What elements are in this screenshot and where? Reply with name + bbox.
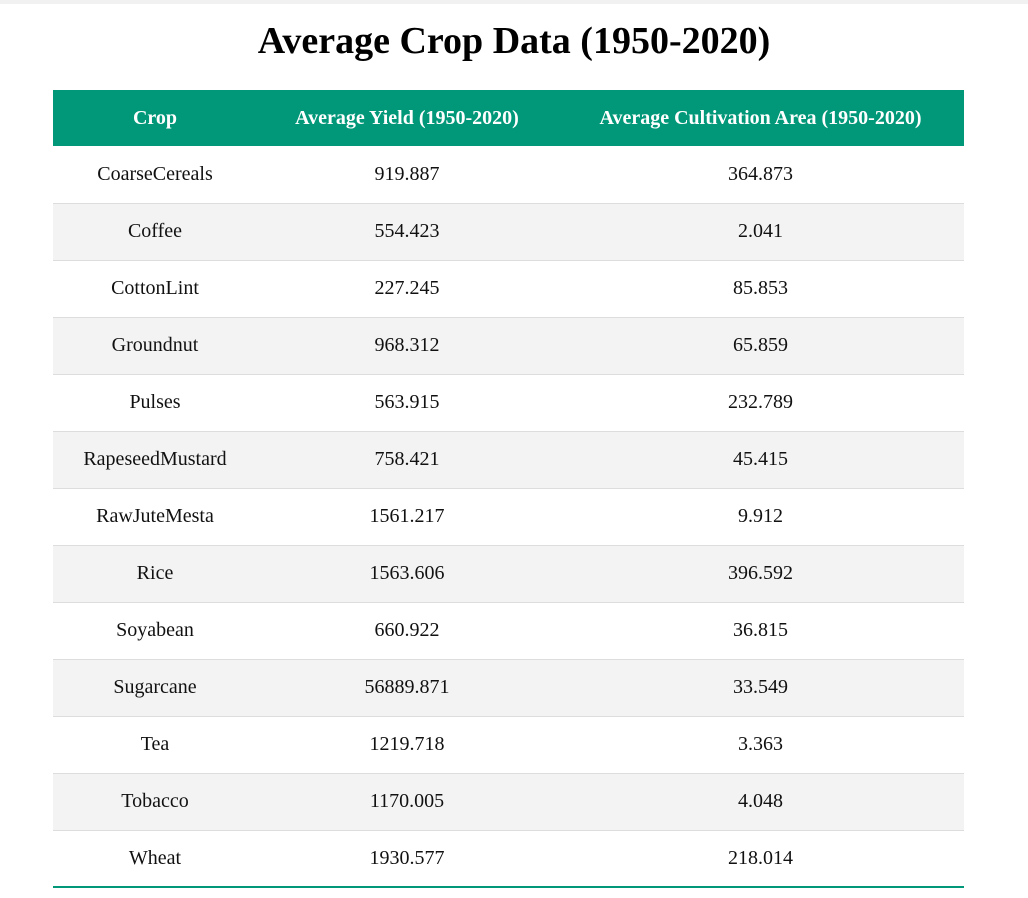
table-row: RawJuteMesta 1561.217 9.912 — [53, 488, 964, 545]
table-row: Tobacco 1170.005 4.048 — [53, 773, 964, 830]
table-body: CoarseCereals 919.887 364.873 Coffee 554.423… — [53, 146, 964, 887]
table-row: Coffee 554.423 2.041 — [53, 203, 964, 260]
cell-average-cultivation-area: 218.014 — [728, 846, 793, 869]
table-header: Crop Average Yield (1950-2020) Average C… — [53, 90, 964, 146]
cell-average-yield: 563.915 — [374, 391, 440, 413]
header-row: Crop Average Yield (1950-2020) Average C… — [53, 90, 964, 146]
cell-average-yield: 227.245 — [374, 277, 440, 299]
cell-crop: Soyabean — [116, 619, 194, 641]
cell-average-cultivation-area: 232.789 — [728, 391, 793, 413]
cell-average-cultivation-area: 396.592 — [728, 562, 793, 584]
cell-average-cultivation-area: 33.549 — [733, 676, 788, 698]
cell-average-cultivation-area: 4.048 — [738, 790, 783, 812]
cell-average-cultivation-area: 65.859 — [733, 334, 788, 356]
table-row: Sugarcane 56889.871 33.549 — [53, 659, 964, 716]
table-row: RapeseedMustard 758.421 45.415 — [53, 431, 964, 488]
crop-data-table: Crop Average Yield (1950-2020) Average C… — [53, 90, 964, 888]
cell-crop: Tobacco — [121, 790, 189, 812]
page-title: Average Crop Data (1950-2020) — [257, 20, 771, 62]
top-border-line — [0, 0, 1028, 4]
table-row: CoarseCereals 919.887 364.873 — [53, 146, 964, 203]
cell-average-yield: 660.922 — [374, 619, 440, 641]
cell-average-yield: 1561.217 — [369, 505, 445, 527]
cell-average-cultivation-area: 85.853 — [733, 277, 788, 299]
header-average-yield: Average Yield (1950-2020) — [295, 106, 519, 129]
cell-average-yield: 1563.606 — [369, 562, 445, 584]
cell-average-yield: 554.423 — [374, 220, 440, 242]
header-average-cultivation-area: Average Cultivation Area (1950-2020) — [599, 106, 922, 129]
cell-average-yield: 1219.718 — [369, 733, 445, 755]
cell-average-cultivation-area: 364.873 — [728, 162, 793, 185]
table-row: Wheat 1930.577 218.014 — [53, 830, 964, 887]
cell-crop: Tea — [140, 733, 170, 755]
table-row: CottonLint 227.245 85.853 — [53, 260, 964, 317]
cell-crop: Coffee — [127, 220, 183, 242]
cell-crop: CottonLint — [111, 277, 199, 299]
cell-crop: Pulses — [129, 391, 181, 413]
cell-average-cultivation-area: 2.041 — [738, 220, 783, 242]
cell-average-cultivation-area: 3.363 — [738, 733, 783, 755]
table-row: Tea 1219.718 3.363 — [53, 716, 964, 773]
cell-average-cultivation-area: 9.912 — [738, 505, 783, 527]
cell-average-yield: 1170.005 — [369, 790, 445, 812]
cell-average-yield: 56889.871 — [364, 676, 450, 698]
header-crop: Crop — [132, 106, 178, 129]
cell-crop: Wheat — [128, 846, 182, 869]
table-row: Soyabean 660.922 36.815 — [53, 602, 964, 659]
cell-crop: RawJuteMesta — [96, 505, 214, 527]
table-row: Rice 1563.606 396.592 — [53, 545, 964, 602]
table-row: Pulses 563.915 232.789 — [53, 374, 964, 431]
cell-crop: Groundnut — [111, 334, 199, 356]
cell-average-cultivation-area: 36.815 — [733, 619, 788, 641]
cell-average-yield: 919.887 — [374, 162, 440, 185]
cell-crop: CoarseCereals — [97, 162, 213, 185]
cell-average-yield: 968.312 — [374, 334, 440, 356]
cell-crop: RapeseedMustard — [83, 448, 227, 470]
cell-average-cultivation-area: 45.415 — [733, 448, 788, 470]
cell-crop: Sugarcane — [113, 676, 197, 698]
cell-average-yield: 1930.577 — [369, 846, 445, 869]
cell-average-yield: 758.421 — [374, 448, 440, 470]
cell-crop: Rice — [136, 562, 174, 584]
table-row: Groundnut 968.312 65.859 — [53, 317, 964, 374]
